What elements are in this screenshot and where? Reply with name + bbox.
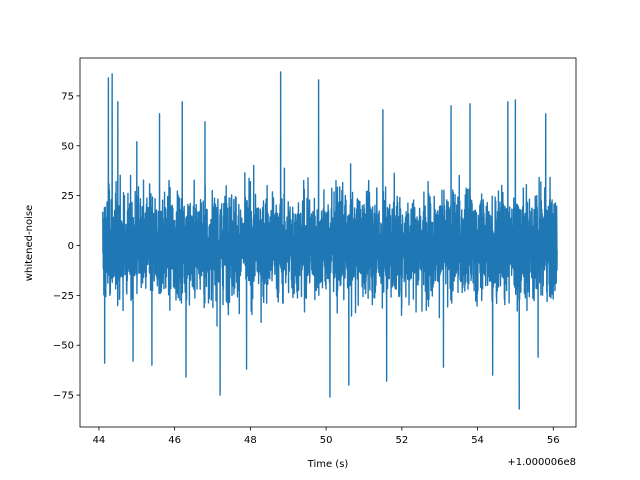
- x-tick-label: 46: [168, 435, 181, 446]
- x-tick-label: 52: [395, 435, 408, 446]
- y-tick-label: 0: [68, 241, 74, 252]
- y-tick-label: −25: [53, 291, 74, 302]
- y-axis-ticks: −75 −50 −25 0 25 50 75: [53, 91, 80, 402]
- axes-frame: [79, 57, 577, 428]
- y-axis-label: whitened-noise: [24, 205, 35, 281]
- x-tick-label: 48: [244, 435, 257, 446]
- x-axis-offset-label: +1.000006e8: [507, 457, 576, 468]
- series-line: [102, 71, 558, 410]
- x-axis-label: Time (s): [307, 459, 349, 470]
- y-tick-label: 50: [61, 141, 74, 152]
- plot-area: [102, 71, 558, 410]
- x-tick-label: 44: [93, 435, 106, 446]
- x-tick-label: 54: [471, 435, 484, 446]
- y-tick-label: −50: [53, 341, 74, 352]
- x-tick-label: 50: [320, 435, 333, 446]
- y-tick-label: −75: [53, 391, 74, 402]
- y-tick-label: 25: [61, 191, 74, 202]
- x-axis-ticks: 44 46 48 50 52 54 56: [93, 427, 560, 446]
- y-tick-label: 75: [61, 91, 74, 102]
- x-tick-label: 56: [547, 435, 560, 446]
